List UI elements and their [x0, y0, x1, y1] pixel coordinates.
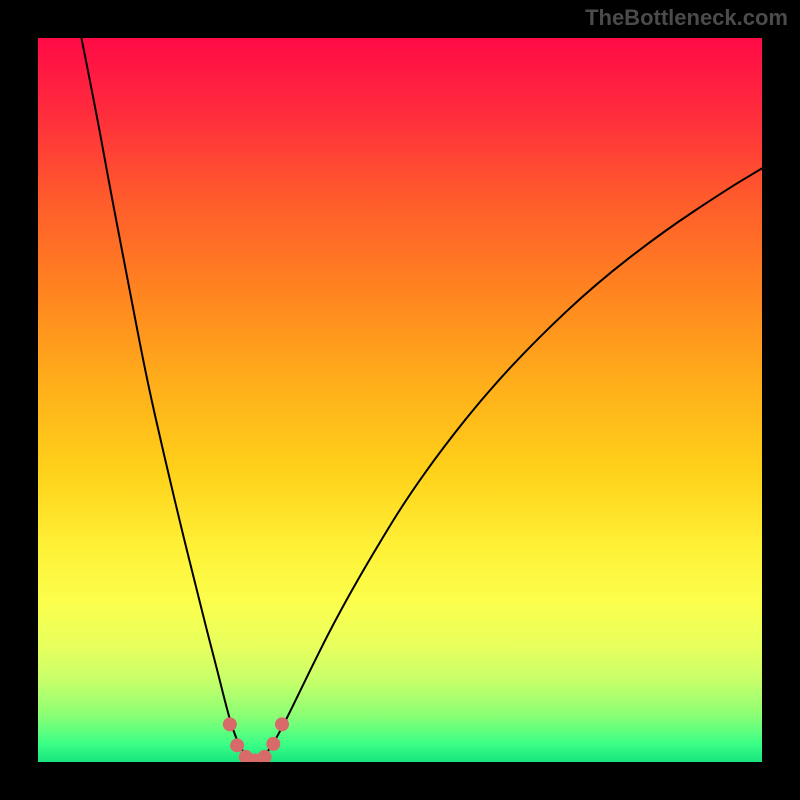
- marker-dot: [275, 717, 289, 731]
- gradient-background: [38, 38, 762, 762]
- plot-area: [38, 38, 762, 762]
- marker-dot: [266, 737, 280, 751]
- marker-dot: [230, 738, 244, 752]
- watermark-text: TheBottleneck.com: [585, 5, 788, 31]
- marker-dot: [223, 717, 237, 731]
